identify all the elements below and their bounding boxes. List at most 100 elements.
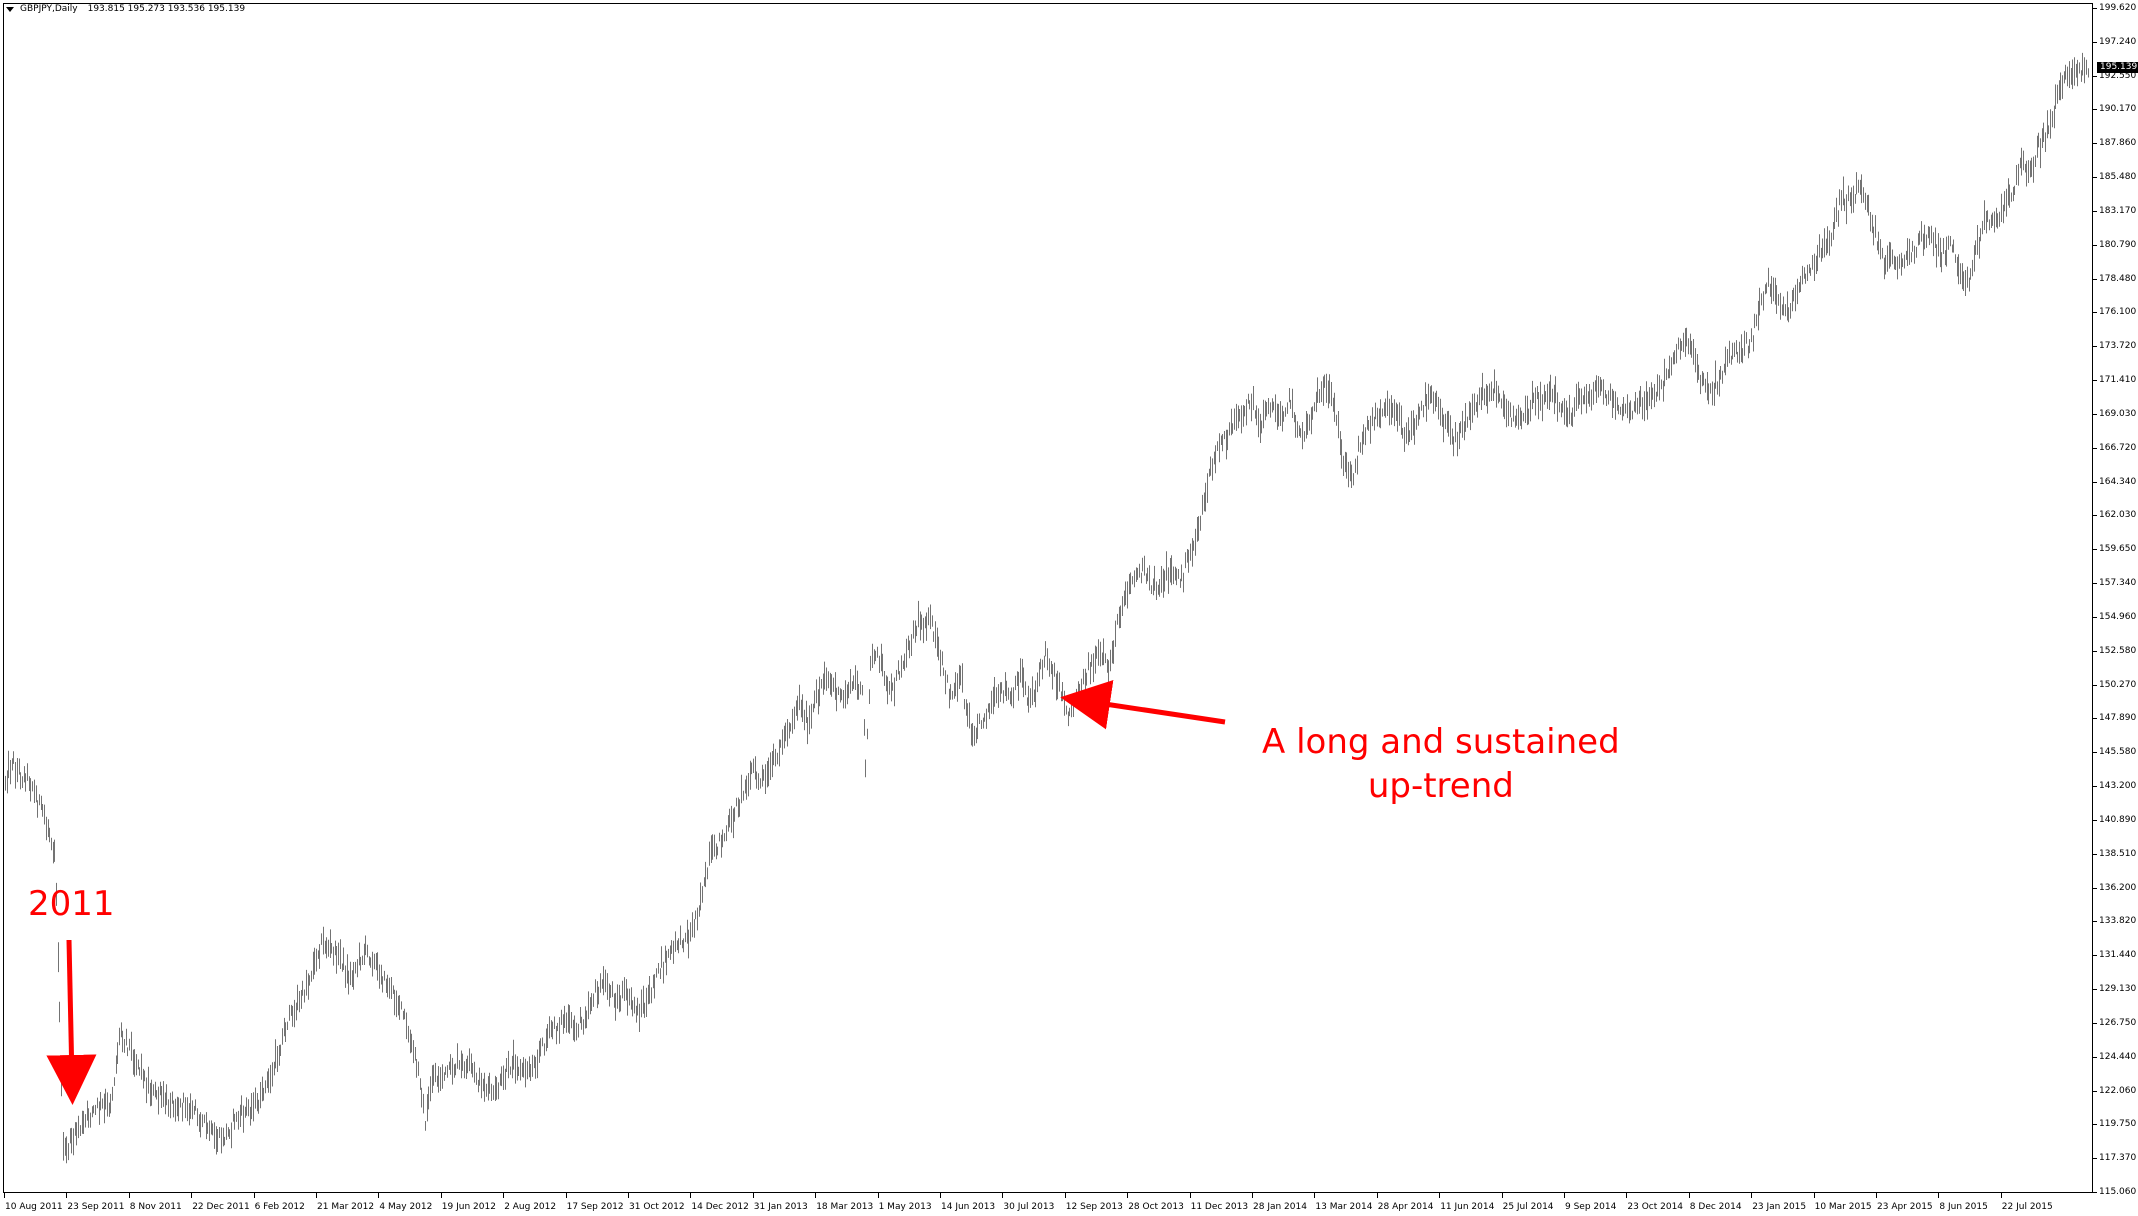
y-tick xyxy=(2093,41,2097,43)
y-tick-label: 124.440 xyxy=(2099,1051,2137,1062)
x-tick-label: 25 Jul 2014 xyxy=(1502,1202,1554,1212)
y-tick-label: 140.890 xyxy=(2099,814,2137,825)
x-tick-label: 11 Jun 2014 xyxy=(1440,1202,1495,1212)
y-tick-label: 199.620 xyxy=(2099,3,2137,13)
x-tick xyxy=(1002,1193,1004,1198)
y-tick-label: 138.510 xyxy=(2099,848,2137,859)
x-tick xyxy=(128,1193,130,1198)
x-tick xyxy=(565,1193,567,1198)
y-tick-label: 178.480 xyxy=(2099,273,2137,284)
y-tick xyxy=(2093,549,2097,551)
y-tick-label: 145.580 xyxy=(2099,747,2137,758)
y-tick-label: 185.480 xyxy=(2099,172,2137,183)
y-tick-label: 154.960 xyxy=(2099,611,2137,622)
y-tick xyxy=(2093,481,2097,483)
y-tick xyxy=(2093,312,2097,314)
x-tick xyxy=(1813,1193,1815,1198)
x-tick xyxy=(1938,1193,1940,1198)
y-tick-label: 131.440 xyxy=(2099,950,2137,961)
x-tick-label: 13 Mar 2014 xyxy=(1315,1202,1373,1212)
y-tick-label: 152.580 xyxy=(2099,645,2137,656)
y-tick-label: 133.820 xyxy=(2099,916,2137,927)
y-tick-label: 147.890 xyxy=(2099,713,2137,724)
x-tick-label: 19 Jun 2012 xyxy=(441,1202,496,1212)
y-tick-label: 169.030 xyxy=(2099,408,2137,419)
y-tick xyxy=(2093,413,2097,415)
annotation-uptrend-line2: up-trend xyxy=(1367,766,1514,806)
x-tick-label: 8 Nov 2011 xyxy=(129,1202,182,1212)
x-tick xyxy=(1626,1193,1628,1198)
x-tick xyxy=(1064,1193,1066,1198)
y-tick xyxy=(2093,8,2097,9)
x-tick-label: 23 Jan 2015 xyxy=(1752,1202,1807,1212)
y-tick xyxy=(2093,143,2097,145)
y-tick xyxy=(2093,616,2097,618)
annotation-2011: 2011 xyxy=(28,884,115,924)
y-tick xyxy=(2093,278,2097,280)
y-tick-label: 171.410 xyxy=(2099,375,2137,386)
x-tick-label: 23 Oct 2014 xyxy=(1627,1202,1684,1212)
y-tick xyxy=(2093,1022,2097,1024)
x-tick xyxy=(1688,1193,1690,1198)
x-tick-label: 8 Jun 2015 xyxy=(1939,1202,1988,1212)
y-tick xyxy=(2093,989,2097,991)
y-tick xyxy=(2093,684,2097,686)
x-tick xyxy=(316,1193,317,1198)
plot-area[interactable] xyxy=(3,3,2093,1193)
x-tick-label: 4 May 2012 xyxy=(379,1202,433,1212)
y-tick xyxy=(2093,887,2097,889)
y-tick xyxy=(2093,853,2097,855)
dropdown-triangle-icon[interactable] xyxy=(6,6,14,12)
x-tick-label: 1 May 2013 xyxy=(878,1202,932,1212)
x-tick xyxy=(1501,1193,1503,1198)
x-tick-label: 11 Dec 2013 xyxy=(1190,1202,1249,1212)
y-tick xyxy=(2093,75,2097,77)
y-tick xyxy=(2093,752,2097,754)
y-tick-label: 180.790 xyxy=(2099,239,2137,250)
x-tick-label: 22 Dec 2011 xyxy=(192,1202,250,1212)
annotation-uptrend: A long and sustained up-trend xyxy=(1262,720,1620,808)
y-tick-label: 115.060 xyxy=(2099,1187,2137,1197)
x-tick-label: 8 Dec 2014 xyxy=(1689,1202,1742,1212)
x-tick xyxy=(1751,1193,1753,1198)
x-tick xyxy=(4,1193,5,1198)
y-tick-label: 122.060 xyxy=(2099,1085,2137,1096)
x-tick xyxy=(1189,1193,1191,1198)
y-tick-label: 183.170 xyxy=(2099,205,2137,216)
x-tick xyxy=(1564,1193,1565,1198)
y-tick xyxy=(2093,1124,2097,1126)
x-tick xyxy=(1252,1193,1253,1198)
x-tick-label: 23 Apr 2015 xyxy=(1877,1202,1933,1212)
y-tick xyxy=(2093,786,2097,788)
x-tick-label: 28 Oct 2013 xyxy=(1128,1202,1184,1212)
y-tick-label: 159.650 xyxy=(2099,544,2137,555)
x-tick xyxy=(1376,1193,1378,1198)
x-tick xyxy=(690,1193,692,1198)
y-tick-label: 164.340 xyxy=(2099,476,2137,487)
x-tick xyxy=(253,1193,255,1198)
symbol-label: GBPJPY,Daily xyxy=(20,4,78,14)
x-tick-label: 17 Sep 2012 xyxy=(566,1202,624,1212)
x-tick xyxy=(440,1193,442,1198)
x-tick-label: 31 Oct 2012 xyxy=(629,1202,685,1212)
y-tick-label: 129.130 xyxy=(2099,984,2137,995)
y-tick xyxy=(2093,1056,2097,1058)
x-tick-label: 21 Mar 2012 xyxy=(317,1202,375,1212)
y-tick xyxy=(2093,244,2097,246)
x-tick-label: 31 Jan 2013 xyxy=(753,1202,808,1212)
x-tick-label: 23 Sep 2011 xyxy=(67,1202,125,1212)
y-tick xyxy=(2093,1158,2097,1160)
y-tick-label: 126.750 xyxy=(2099,1017,2137,1028)
x-tick xyxy=(191,1193,193,1198)
ohlc-values: 193.815 195.273 193.536 195.139 xyxy=(87,4,246,14)
y-tick xyxy=(2093,210,2097,212)
x-tick xyxy=(1439,1193,1441,1198)
x-tick xyxy=(378,1193,380,1198)
x-tick-label: 10 Aug 2011 xyxy=(5,1202,63,1212)
y-tick xyxy=(2093,583,2097,585)
x-tick xyxy=(503,1193,505,1198)
y-tick xyxy=(2093,380,2097,382)
x-tick xyxy=(66,1193,68,1198)
x-tick-label: 14 Jun 2013 xyxy=(941,1202,996,1212)
